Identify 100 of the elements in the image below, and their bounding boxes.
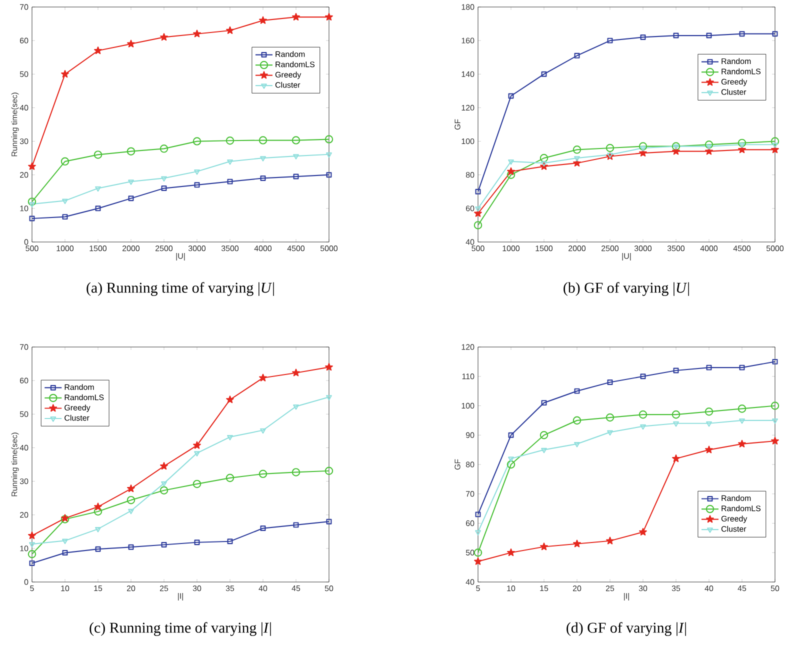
point <box>738 146 746 154</box>
point <box>126 147 136 156</box>
point <box>572 146 582 154</box>
point <box>706 144 712 150</box>
point <box>673 368 679 374</box>
point <box>28 162 36 170</box>
point <box>606 413 614 422</box>
point <box>739 31 745 37</box>
point <box>506 170 516 179</box>
point <box>292 468 300 476</box>
point <box>161 481 167 487</box>
point <box>474 548 482 557</box>
text: (c) Running time of varying |I| <box>90 622 271 636</box>
point <box>606 536 614 544</box>
point <box>28 532 36 540</box>
point <box>160 33 168 41</box>
point <box>506 460 516 469</box>
point <box>226 26 234 34</box>
point <box>126 496 136 504</box>
point <box>62 214 68 220</box>
point <box>672 410 680 419</box>
point <box>639 528 647 536</box>
point <box>475 188 481 194</box>
point <box>705 446 713 454</box>
point <box>193 441 201 449</box>
point <box>94 507 102 516</box>
point <box>293 154 299 160</box>
point <box>672 147 680 155</box>
point <box>572 416 582 425</box>
point <box>128 508 134 514</box>
point <box>639 148 647 156</box>
point <box>260 526 266 532</box>
point <box>607 430 613 436</box>
point <box>94 150 102 159</box>
point <box>574 156 580 162</box>
point <box>194 451 200 456</box>
point <box>704 407 714 416</box>
point <box>739 364 745 370</box>
point <box>28 550 36 558</box>
point <box>672 454 680 462</box>
point <box>770 137 780 146</box>
point <box>194 182 200 188</box>
text: (a) Running time of varying |U| <box>86 282 274 296</box>
point <box>95 186 101 192</box>
point <box>540 154 548 162</box>
point <box>193 30 201 38</box>
point <box>738 404 746 413</box>
point <box>160 144 168 153</box>
point <box>227 538 233 544</box>
point <box>226 396 234 404</box>
point <box>772 358 778 364</box>
point <box>706 421 712 427</box>
point <box>161 542 167 548</box>
point <box>293 404 299 410</box>
point <box>29 560 35 566</box>
point <box>326 518 332 524</box>
point <box>62 198 68 204</box>
text: (d) GF of varying |I| <box>566 622 686 636</box>
point <box>771 436 779 444</box>
point <box>128 180 134 185</box>
point <box>638 410 648 419</box>
point <box>474 221 482 230</box>
point <box>128 544 134 550</box>
point <box>705 147 713 155</box>
point <box>706 32 712 38</box>
point <box>226 136 234 145</box>
point <box>259 16 267 24</box>
text: (b) GF of varying |U| <box>564 282 689 296</box>
point <box>194 540 200 546</box>
point <box>258 136 268 144</box>
point <box>160 462 168 470</box>
point <box>574 52 580 58</box>
point <box>95 546 101 552</box>
point <box>508 432 514 438</box>
point <box>160 486 168 494</box>
point <box>638 142 648 150</box>
point <box>324 135 334 144</box>
point <box>541 448 547 454</box>
point <box>128 196 134 202</box>
point <box>541 400 547 406</box>
point <box>325 363 333 371</box>
point <box>739 142 745 148</box>
point <box>62 538 68 544</box>
point <box>673 421 679 427</box>
point <box>508 456 514 462</box>
point <box>194 170 200 175</box>
point <box>474 557 482 565</box>
point <box>541 161 547 166</box>
point <box>772 31 778 37</box>
point <box>260 175 266 181</box>
point <box>640 34 646 40</box>
point <box>161 176 167 182</box>
point <box>607 380 613 385</box>
point <box>293 174 299 180</box>
point <box>574 388 580 394</box>
point <box>95 527 101 532</box>
point <box>606 144 614 152</box>
point <box>259 374 267 382</box>
point <box>62 550 68 556</box>
point <box>573 540 581 548</box>
